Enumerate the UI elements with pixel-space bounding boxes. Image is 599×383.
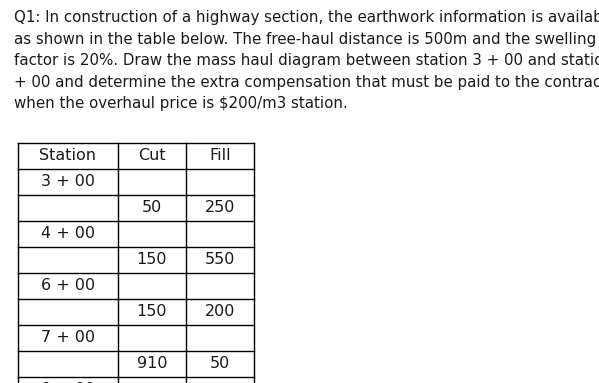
Text: 6 + 00: 6 + 00 bbox=[41, 278, 95, 293]
Text: 150: 150 bbox=[137, 304, 167, 319]
Text: Cut: Cut bbox=[138, 149, 166, 164]
Text: 4 + 00: 4 + 00 bbox=[41, 226, 95, 242]
Text: 250: 250 bbox=[205, 200, 235, 216]
Text: 200: 200 bbox=[205, 304, 235, 319]
Text: 50: 50 bbox=[210, 357, 230, 372]
Text: Q1: In construction of a highway section, the earthwork information is available: Q1: In construction of a highway section… bbox=[14, 10, 599, 111]
Text: 150: 150 bbox=[137, 252, 167, 267]
Text: Station: Station bbox=[40, 149, 96, 164]
Text: Fill: Fill bbox=[209, 149, 231, 164]
Text: 910: 910 bbox=[137, 357, 167, 372]
Text: 7 + 00: 7 + 00 bbox=[41, 331, 95, 345]
Text: 50: 50 bbox=[142, 200, 162, 216]
Text: 3 + 00: 3 + 00 bbox=[41, 175, 95, 190]
Text: 550: 550 bbox=[205, 252, 235, 267]
